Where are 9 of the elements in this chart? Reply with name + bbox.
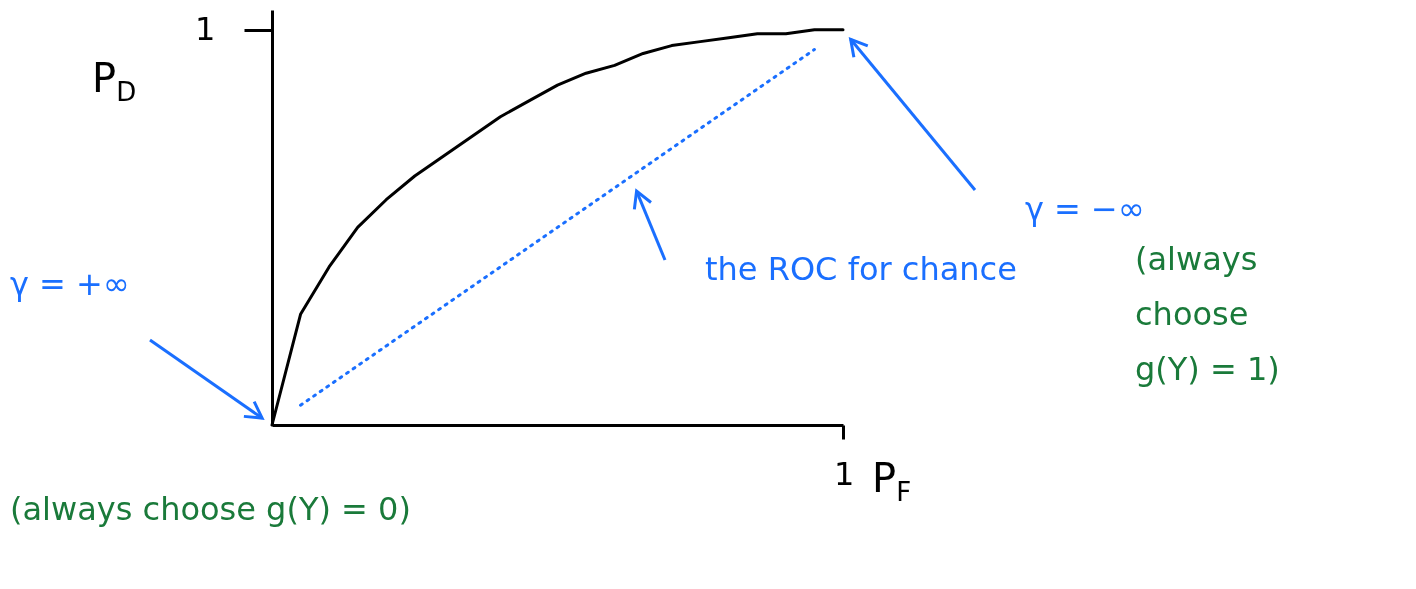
annotation: the ROC for chance — [705, 250, 1017, 288]
text: 1 — [834, 455, 855, 493]
text: γ = +∞ — [10, 265, 130, 303]
text: 1 — [195, 10, 216, 48]
text: (always choose g(Y) = 0) — [10, 490, 411, 528]
x-axis-title: P$_{F}$ — [872, 455, 912, 507]
text: (always choose g(Y) = 1) — [1135, 240, 1280, 388]
text: γ = −∞ — [1025, 190, 1145, 228]
y-axis-title: P$_{D}$ — [92, 55, 137, 107]
